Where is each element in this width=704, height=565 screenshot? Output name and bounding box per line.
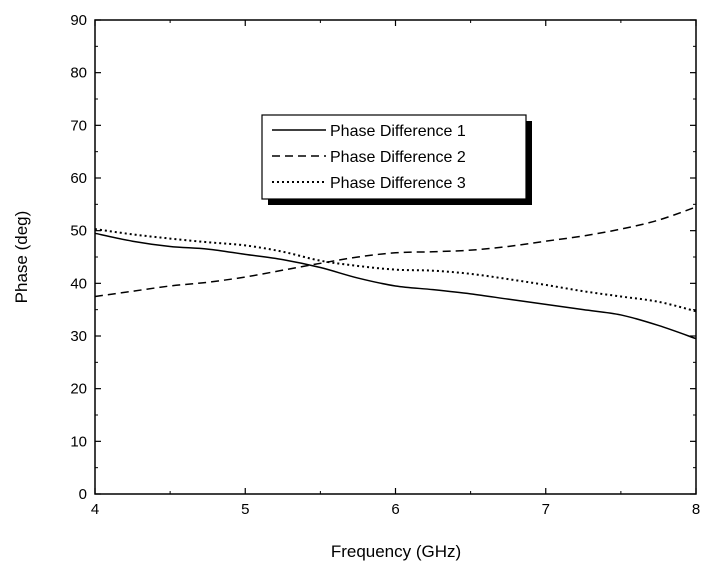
plot-area [94,206,697,340]
y-tick-label: 40 [70,275,87,292]
x-tick-label: 7 [542,501,550,518]
y-tick-label: 50 [70,223,87,240]
x-tick-label: 6 [391,501,399,518]
x-axis-label: Frequency (GHz) [331,542,461,561]
legend-box [261,114,527,200]
legend-label-2: Phase Difference 2 [330,149,466,166]
series-line-2 [94,206,697,298]
legend-label-3: Phase Difference 3 [330,175,466,192]
y-tick-label: 60 [70,170,87,187]
axes: 0 10 20 30 40 50 60 70 80 90 4 5 6 7 8 [70,12,700,518]
x-tick-label: 4 [91,501,99,518]
y-tick-label: 80 [70,65,87,82]
y-tick-label: 90 [70,12,87,29]
y-tick-label: 10 [70,433,87,450]
legend-label-1: Phase Difference 1 [330,123,466,140]
legend: Phase Difference 1 Phase Difference 2 Phas… [261,114,532,205]
y-tick-label: 30 [70,328,87,345]
y-axis-label: Phase (deg) [12,211,31,304]
x-tick-label: 8 [692,501,700,518]
x-tick-label: 5 [241,501,249,518]
y-tick-label: 0 [79,486,87,503]
y-tick-label: 20 [70,381,87,398]
series-line-1 [94,232,697,340]
y-tick-label: 70 [70,117,87,134]
